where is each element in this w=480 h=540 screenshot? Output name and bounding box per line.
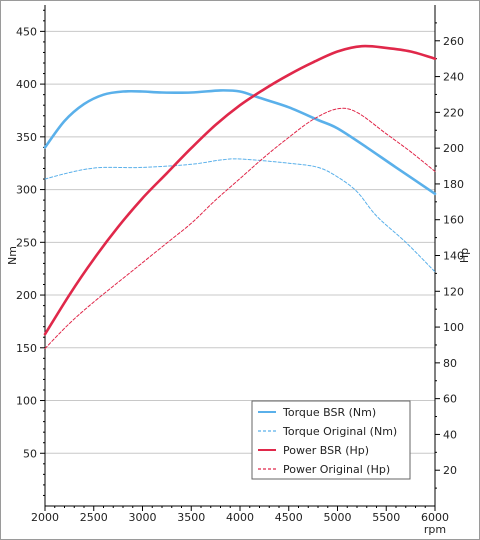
- right-tick-label: 180: [443, 178, 464, 191]
- left-tick-label: 50: [23, 447, 37, 460]
- right-tick-label: 140: [443, 250, 464, 263]
- legend-label: Power Original (Hp): [283, 463, 390, 476]
- x-tick-label: 4500: [275, 511, 303, 524]
- legend: Torque BSR (Nm) Torque Original (Nm) Power…: [251, 400, 411, 480]
- x-tick-label: 4000: [226, 511, 254, 524]
- grid-lines: [45, 30, 435, 454]
- right-tick-label: 40: [443, 428, 457, 441]
- x-axis-title: rpm: [424, 523, 446, 536]
- x-tick-label: 2500: [80, 511, 108, 524]
- right-axis-title: Hp: [458, 248, 471, 263]
- x-tick-label: 3500: [177, 511, 205, 524]
- right-tick-label: 60: [443, 393, 457, 406]
- right-tick-label: 20: [443, 464, 457, 477]
- series-line-torque-original-nm: [44, 158, 436, 273]
- series-lines: [43, 44, 437, 349]
- legend-label: Power BSR (Hp): [283, 444, 369, 457]
- right-tick-label: 160: [443, 214, 464, 227]
- left-tick-label: 100: [16, 395, 37, 408]
- axes: 50 100 150 200 250 300 350 400 450 20 40 60 80 100 120…: [6, 5, 471, 536]
- right-tick-label: 120: [443, 285, 464, 298]
- legend-label: Torque Original (Nm): [282, 425, 397, 438]
- series-line-torque-bsr-nm: [43, 89, 437, 196]
- right-tick-label: 220: [443, 106, 464, 119]
- left-tick-label: 350: [16, 131, 37, 144]
- left-tick-label: 450: [16, 25, 37, 38]
- legend-box: [251, 400, 411, 480]
- x-tick-label: 2000: [31, 511, 59, 524]
- x-tick-label: 3000: [129, 511, 157, 524]
- left-tick-label: 300: [16, 184, 37, 197]
- series-line-power-original-hp: [44, 107, 436, 349]
- left-tick-label: 200: [16, 289, 37, 302]
- left-axis-title: Nm: [6, 246, 19, 265]
- x-tick-label: 5500: [372, 511, 400, 524]
- left-tick-label: 250: [16, 236, 37, 249]
- left-tick-label: 150: [16, 342, 37, 355]
- x-tick-label: 5000: [324, 511, 352, 524]
- right-tick-label: 200: [443, 142, 464, 155]
- legend-label: Torque BSR (Nm): [282, 406, 376, 419]
- series-line-power-bsr-hp: [43, 44, 437, 336]
- left-tick-label: 400: [16, 78, 37, 91]
- right-tick-label: 260: [443, 35, 464, 48]
- right-tick-label: 100: [443, 321, 464, 334]
- right-tick-label: 80: [443, 357, 457, 370]
- x-tick-label: 6000: [421, 511, 449, 524]
- right-tick-label: 240: [443, 71, 464, 84]
